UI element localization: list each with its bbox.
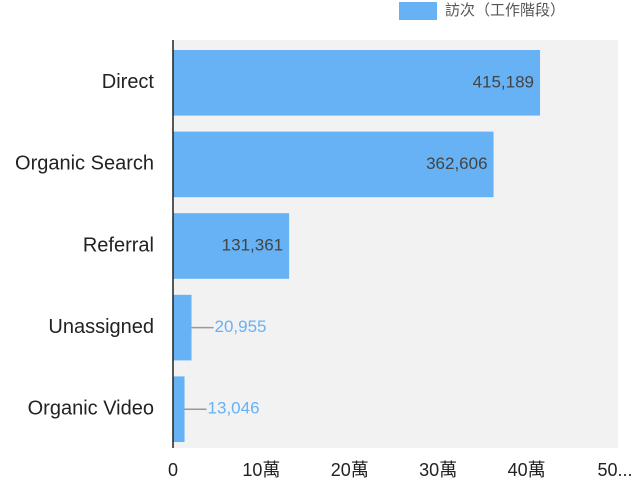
legend-label: 訪次（工作階段） xyxy=(445,2,565,19)
bar xyxy=(173,50,541,116)
y-category-label: Referral xyxy=(83,234,154,256)
bar xyxy=(173,131,494,198)
x-tick-label: 20萬 xyxy=(331,460,369,480)
value-label: 362,606 xyxy=(426,154,487,173)
x-tick-label: 0 xyxy=(168,460,178,480)
y-category-label: Unassigned xyxy=(48,316,154,338)
legend-swatch xyxy=(399,2,437,20)
y-category-label: Organic Video xyxy=(28,397,154,419)
value-label: 131,361 xyxy=(222,235,283,254)
value-label: 20,955 xyxy=(215,317,267,336)
y-category-label: Direct xyxy=(102,71,155,93)
y-category-label: Organic Search xyxy=(15,153,154,175)
value-label: 415,189 xyxy=(473,72,534,91)
bar xyxy=(173,213,290,279)
x-tick-label: 40萬 xyxy=(508,460,546,480)
value-label: 13,046 xyxy=(208,399,260,418)
x-tick-label: 50... xyxy=(597,460,632,480)
x-tick-label: 10萬 xyxy=(242,460,280,480)
bar xyxy=(173,376,185,442)
x-tick-label: 30萬 xyxy=(419,460,457,480)
bar xyxy=(173,294,192,361)
